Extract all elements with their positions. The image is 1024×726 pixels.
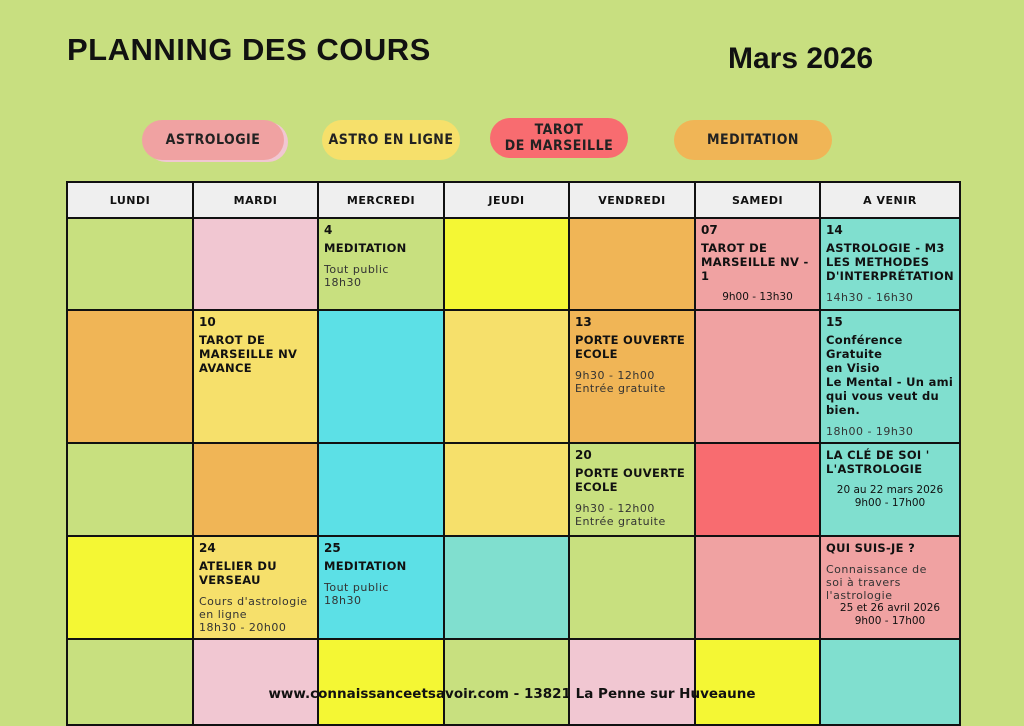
calendar-cell bbox=[66, 442, 194, 537]
event-details: Cours d'astrologie en ligne 18h30 - 20h0… bbox=[199, 595, 308, 634]
calendar-cell bbox=[443, 309, 570, 444]
calendar-row: 20 PORTE OUVERTE ECOLE 9h30 - 12h00 Entrée… bbox=[66, 442, 961, 537]
legend-item: TAROT DE MARSEILLE bbox=[490, 118, 628, 158]
event-details: 9h30 - 12h00 Entrée gratuite bbox=[575, 502, 666, 528]
day-number: 07 bbox=[701, 223, 718, 237]
page-title: PLANNING DES COURS bbox=[67, 32, 431, 67]
day-number: 10 bbox=[199, 315, 216, 329]
event-title: QUI SUIS-JE ? bbox=[826, 541, 916, 555]
month-title: Mars 2026 bbox=[728, 42, 874, 75]
legend-item: MEDITATION bbox=[674, 120, 832, 160]
column-header: VENDREDI bbox=[568, 181, 696, 219]
calendar-cell bbox=[66, 535, 194, 640]
legend-item: ASTRO EN LIGNE bbox=[322, 120, 460, 160]
calendar-cell: 10 TAROT DE MARSEILLE NV AVANCE bbox=[192, 309, 319, 444]
event-details: 14h30 - 16h30 bbox=[826, 291, 914, 304]
calendar-cell bbox=[317, 309, 445, 444]
column-header: LUNDI bbox=[66, 181, 194, 219]
event-title: MEDITATION bbox=[324, 559, 407, 573]
column-header: JEUDI bbox=[443, 181, 570, 219]
event-dates: 9h00 - 13h30 bbox=[722, 291, 793, 303]
event-details: Connaissance de soi à travers l'astrolog… bbox=[826, 563, 927, 602]
event-title: TAROT DE MARSEILLE NV - 1 bbox=[701, 241, 809, 283]
calendar-cell: 24 ATELIER DU VERSEAU Cours d'astrologie e… bbox=[192, 535, 319, 640]
event-title: MEDITATION bbox=[324, 241, 407, 255]
day-number: 20 bbox=[575, 448, 592, 462]
event-details: 9h30 - 12h00 Entrée gratuite bbox=[575, 369, 666, 395]
legend-item: ASTROLOGIE bbox=[142, 120, 284, 160]
calendar-cell bbox=[192, 217, 319, 311]
calendar-cell bbox=[443, 442, 570, 537]
calendar-cell: 25 MEDITATION Tout public 18h30 bbox=[317, 535, 445, 640]
calendar-cell: 07 TAROT DE MARSEILLE NV - 1 9h00 - 13h30 bbox=[694, 217, 821, 311]
day-number: 25 bbox=[324, 541, 341, 555]
event-details: 18h00 - 19h30 bbox=[826, 425, 914, 438]
calendar-cell bbox=[694, 309, 821, 444]
day-number: 4 bbox=[324, 223, 333, 237]
calendar-cell bbox=[66, 309, 194, 444]
event-title: PORTE OUVERTE ECOLE bbox=[575, 466, 686, 494]
event-dates: 25 et 26 avril 2026 9h00 - 17h00 bbox=[839, 602, 941, 627]
calendar-cell: 4 MEDITATION Tout public 18h30 bbox=[317, 217, 445, 311]
calendar-cell bbox=[317, 442, 445, 537]
calendar-cell bbox=[443, 217, 570, 311]
calendar-cell bbox=[568, 638, 696, 726]
calendar-row: 24 ATELIER DU VERSEAU Cours d'astrologie e… bbox=[66, 535, 961, 640]
event-title: PORTE OUVERTE ECOLE bbox=[575, 333, 686, 361]
day-number: 14 bbox=[826, 223, 843, 237]
calendar-row bbox=[66, 638, 961, 726]
calendar-cell bbox=[568, 535, 696, 640]
calendar-cell: 14 ASTROLOGIE - M3 LES METHODES D'INTERPR… bbox=[819, 217, 961, 311]
event-title: TAROT DE MARSEILLE NV AVANCE bbox=[199, 333, 298, 375]
calendar-cell bbox=[568, 217, 696, 311]
day-number: 15 bbox=[826, 315, 843, 329]
calendar-cell: LA CLÉ DE SOI ' L'ASTROLOGIE 20 au 22 mar… bbox=[819, 442, 961, 537]
event-title: LA CLÉ DE SOI ' L'ASTROLOGIE bbox=[826, 448, 930, 476]
calendar-row: 10 TAROT DE MARSEILLE NV AVANCE 13 PORTE OU… bbox=[66, 309, 961, 444]
calendar-cell: 15 Conférence Gratuite en Visio Le Mental… bbox=[819, 309, 961, 444]
calendar-cell: 20 PORTE OUVERTE ECOLE 9h30 - 12h00 Entrée… bbox=[568, 442, 696, 537]
calendar-cell bbox=[317, 638, 445, 726]
calendar-cell bbox=[192, 638, 319, 726]
calendar-cell bbox=[694, 442, 821, 537]
event-dates: 20 au 22 mars 2026 9h00 - 17h00 bbox=[836, 484, 944, 509]
calendar-cell bbox=[443, 638, 570, 726]
calendar-cell bbox=[66, 217, 194, 311]
day-number: 24 bbox=[199, 541, 216, 555]
event-details: Tout public 18h30 bbox=[324, 263, 389, 289]
calendar-cell bbox=[443, 535, 570, 640]
calendar-cell bbox=[192, 442, 319, 537]
event-title: Conférence Gratuite en Visio Le Mental -… bbox=[826, 333, 954, 417]
event-title: ATELIER DU VERSEAU bbox=[199, 559, 277, 587]
calendar-cell: QUI SUIS-JE ? Connaissance de soi à trave… bbox=[819, 535, 961, 640]
event-details: Tout public 18h30 bbox=[324, 581, 389, 607]
calendar-table: LUNDI MARDI MERCREDI JEUDI VENDREDI SAMEDI A V… bbox=[66, 181, 961, 726]
day-number: 13 bbox=[575, 315, 592, 329]
calendar-cell bbox=[66, 638, 194, 726]
calendar-cell bbox=[819, 638, 961, 726]
footer: www.connaissanceetsavoir.com - 13821 La … bbox=[268, 686, 756, 702]
column-header: A VENIR bbox=[819, 181, 961, 219]
calendar-cell bbox=[694, 535, 821, 640]
calendar-cell bbox=[694, 638, 821, 726]
column-header: MARDI bbox=[192, 181, 319, 219]
column-header: SAMEDI bbox=[694, 181, 821, 219]
calendar-row: 4 MEDITATION Tout public 18h30 07 TAROT DE M… bbox=[66, 217, 961, 311]
calendar-cell: 13 PORTE OUVERTE ECOLE 9h30 - 12h00 Entrée… bbox=[568, 309, 696, 444]
calendar-header: LUNDI MARDI MERCREDI JEUDI VENDREDI SAMEDI A V… bbox=[66, 181, 961, 219]
column-header: MERCREDI bbox=[317, 181, 445, 219]
event-title: ASTROLOGIE - M3 LES METHODES D'INTERPRÉT… bbox=[826, 241, 954, 283]
